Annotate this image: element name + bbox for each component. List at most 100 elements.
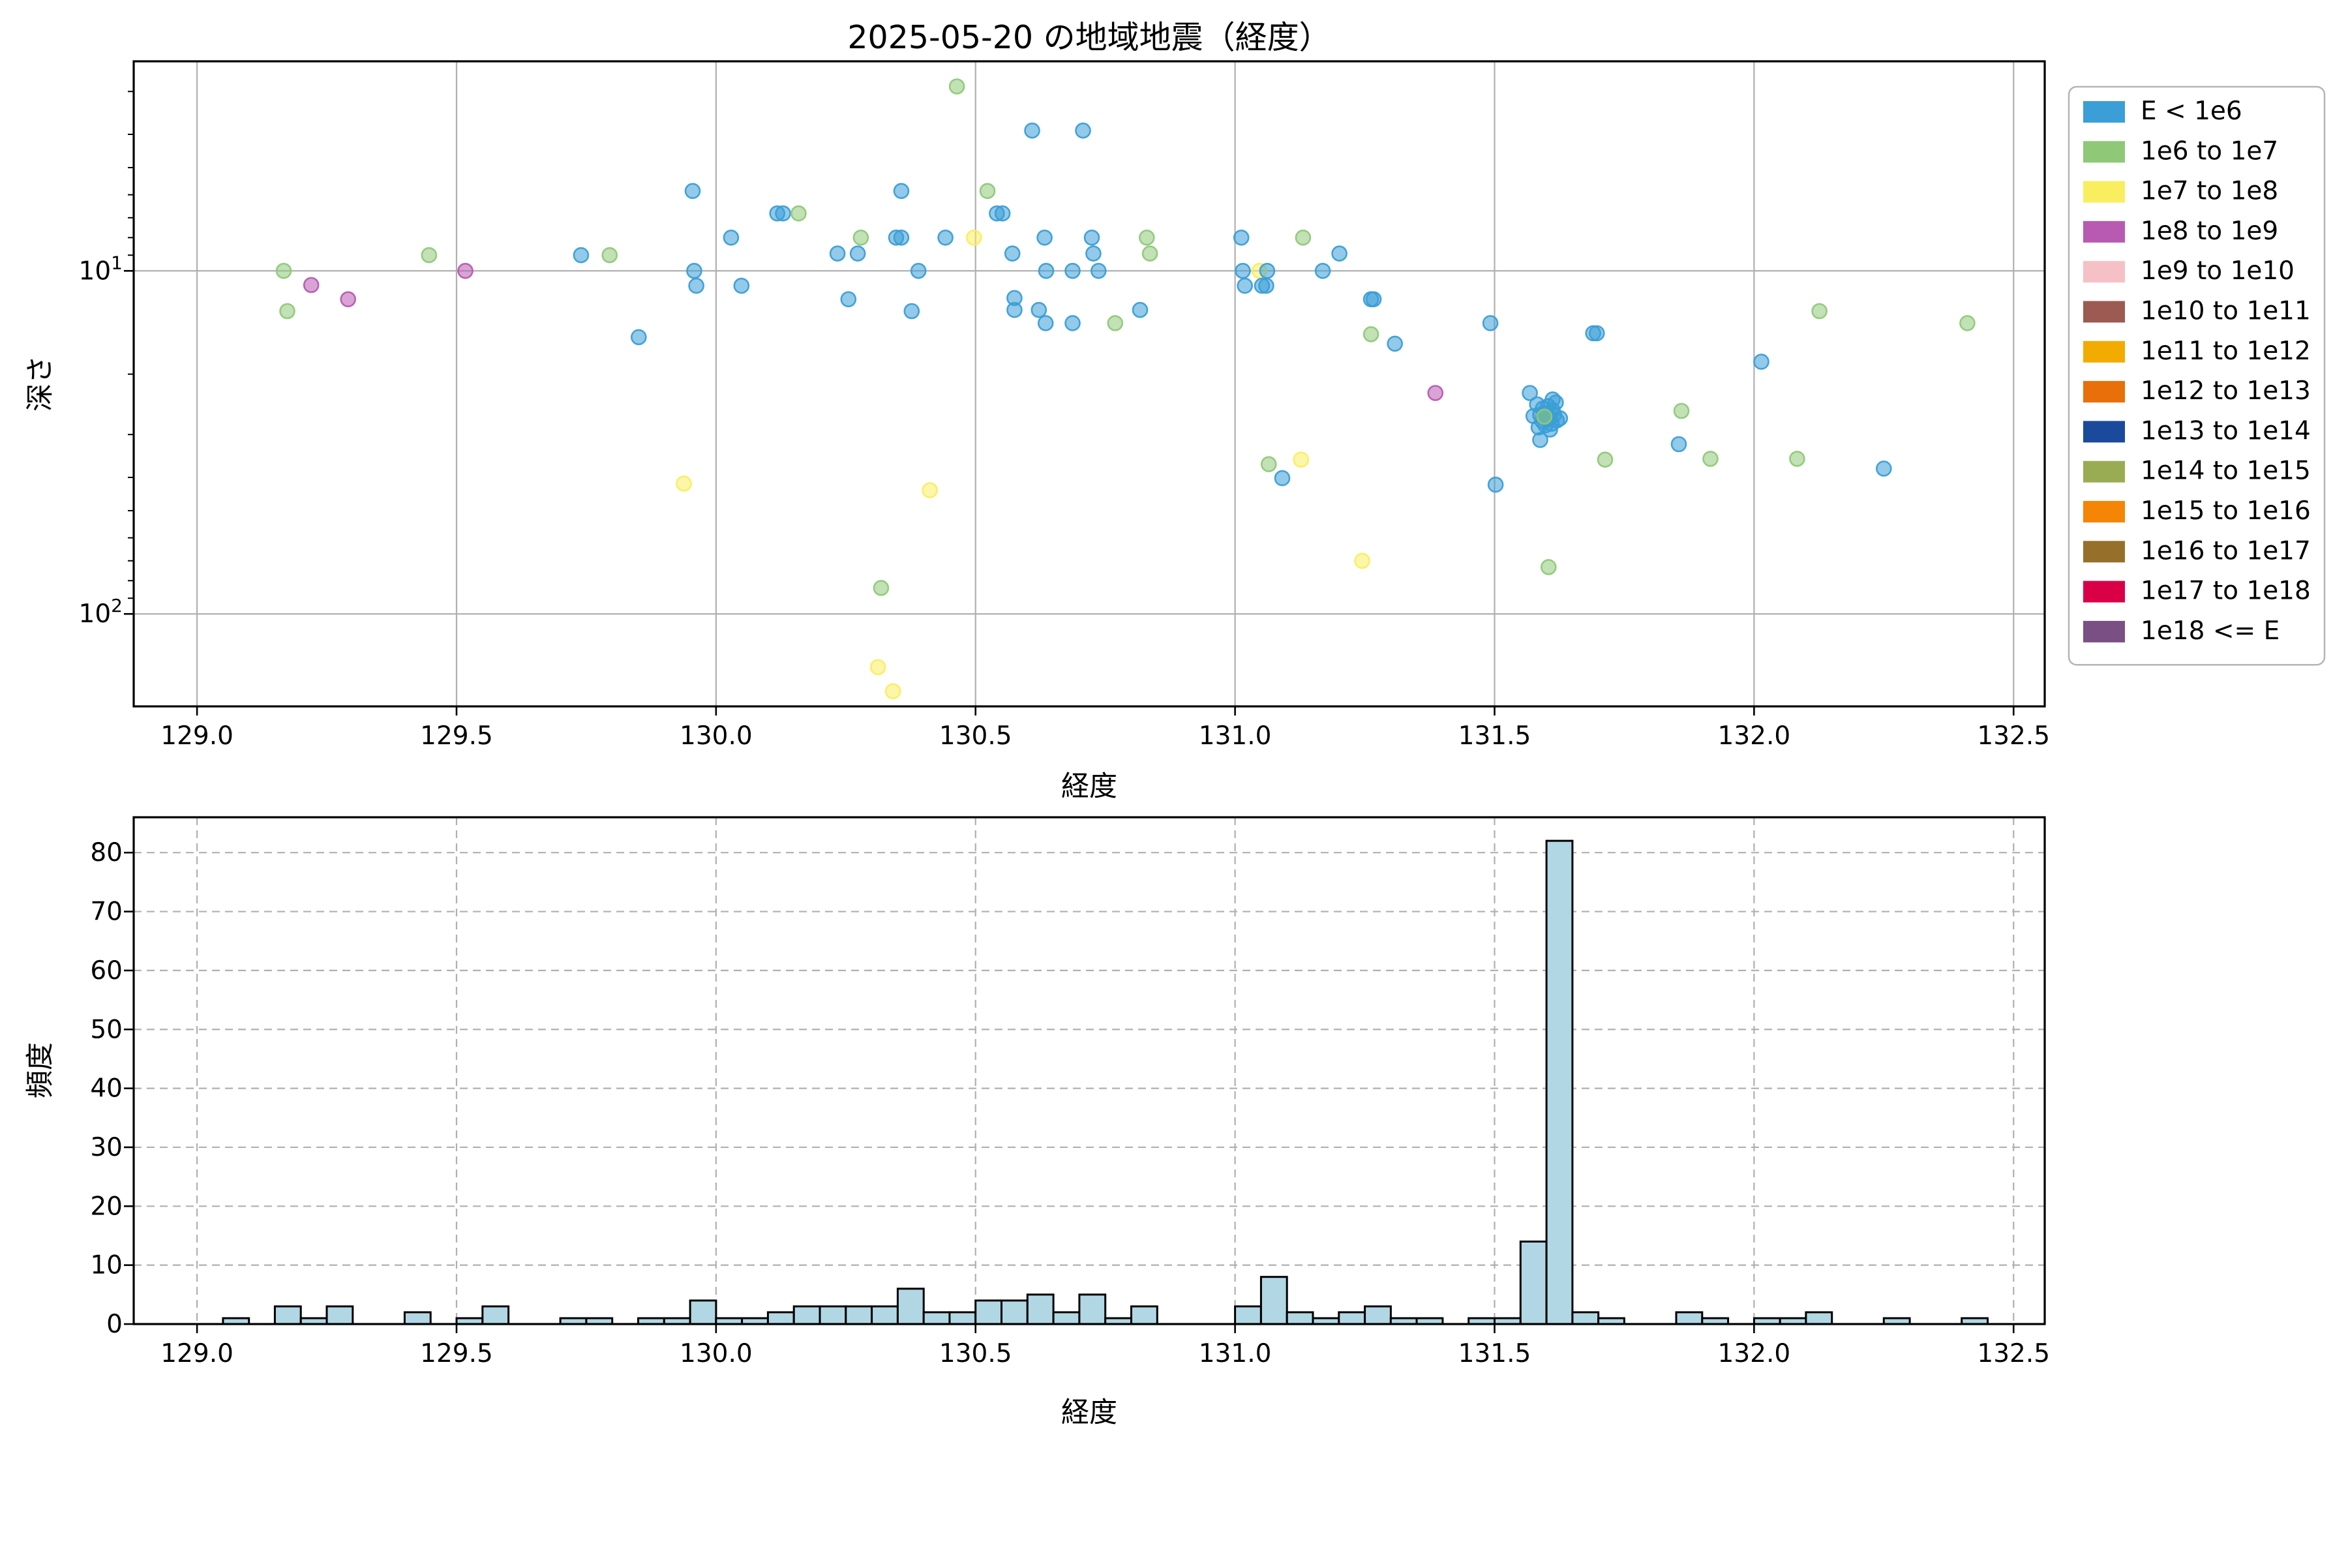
scatter-point — [1789, 451, 1805, 467]
y-tick-label: 20 — [90, 1192, 123, 1221]
scatter-point — [1811, 303, 1828, 320]
scatter-point — [1331, 245, 1347, 262]
scatter-plot-border — [132, 60, 2046, 708]
legend-item-label: 1e13 to 1e14 — [2141, 416, 2311, 445]
scatter-point — [1037, 315, 1054, 331]
scatter-point — [1532, 432, 1548, 448]
x-tick-label: 132.5 — [1977, 721, 2050, 751]
scatter-point — [421, 247, 438, 264]
scatter-point — [869, 659, 886, 676]
histogram-bar — [1364, 1305, 1392, 1325]
histogram-bar — [403, 1311, 432, 1325]
scatter-point — [676, 475, 692, 492]
legend-item-label: 1e18 <= E — [2141, 616, 2280, 646]
scatter-point — [1107, 315, 1124, 331]
legend-swatch — [2083, 620, 2125, 642]
histogram-bar — [896, 1288, 925, 1325]
energy-legend: E < 1e6 1e6 to 1e7 1e7 to 1e8 1e8 to 1e9 1e9… — [2068, 85, 2326, 666]
scatter-point — [994, 205, 1011, 222]
histogram-bar — [871, 1305, 899, 1325]
histogram-bar — [1338, 1311, 1366, 1325]
scatter-point — [1753, 354, 1769, 370]
scatter-point — [275, 262, 292, 279]
scatter-point — [1235, 262, 1251, 279]
scatter-point — [1237, 277, 1253, 294]
x-tick-label: 130.5 — [939, 1339, 1012, 1368]
legend-item-label: E < 1e6 — [2141, 97, 2242, 126]
scatter-point — [775, 205, 791, 222]
legend-swatch — [2083, 181, 2125, 203]
scatter-point — [1293, 451, 1309, 468]
scatter-point — [1075, 122, 1091, 139]
scatter-point — [723, 229, 740, 246]
scatter-point — [852, 229, 869, 246]
scatter-point — [1959, 315, 1976, 331]
legend-swatch — [2083, 301, 2125, 323]
page-title: 2025-05-20 の地域地震（経度） — [847, 19, 1331, 56]
scatter-point — [1091, 262, 1107, 279]
histogram-axes: 129.0 129.5 130.0 130.5 131.0 131.5 132.0 132.5… — [90, 816, 2050, 1368]
histogram-plot-border — [132, 816, 2046, 1325]
scatter-yaxis-label: 深さ — [24, 355, 57, 412]
scatter-point — [1362, 326, 1379, 342]
scatter-point — [1006, 301, 1023, 318]
x-tick-label: 132.5 — [1977, 1339, 2050, 1368]
scatter-point — [688, 277, 704, 294]
scatter-point — [873, 580, 890, 596]
legend-swatch — [2083, 141, 2125, 163]
scatter-point — [686, 262, 702, 279]
histogram-bar — [922, 1311, 951, 1325]
scatter-point — [1673, 402, 1690, 419]
scatter-point — [1132, 301, 1149, 318]
legend-swatch — [2083, 381, 2125, 403]
x-tick-label: 129.0 — [160, 721, 233, 751]
scatter-point — [684, 183, 701, 200]
legend-item-label: 1e12 to 1e13 — [2141, 376, 2311, 406]
y-tick-label: 80 — [90, 838, 123, 867]
scatter-gridlines — [134, 61, 2045, 706]
scatter-point — [1139, 229, 1155, 246]
legend-item-label: 1e8 to 1e9 — [2141, 217, 2278, 246]
y-tick-label: 0 — [106, 1310, 123, 1339]
scatter-point — [1031, 301, 1047, 318]
scatter-point — [1365, 291, 1382, 308]
scatter-point — [457, 262, 474, 279]
histogram-bar — [1001, 1299, 1029, 1325]
legend-swatch — [2083, 220, 2125, 243]
legend-swatch — [2083, 541, 2125, 563]
y-tick-label: 60 — [90, 956, 123, 986]
histogram-gridlines — [134, 817, 2045, 1324]
histogram-bar — [1130, 1305, 1158, 1325]
scatter-point — [303, 277, 320, 294]
scatter-points — [275, 78, 1976, 700]
y-tick-label: 40 — [90, 1074, 123, 1104]
histogram-bar — [1545, 839, 1574, 1325]
x-tick-label: 131.5 — [1458, 1339, 1531, 1368]
histogram-bar — [689, 1299, 717, 1325]
histogram-bar — [819, 1305, 847, 1325]
legend-item-label: 1e6 to 1e7 — [2141, 136, 2278, 166]
x-tick-label: 132.0 — [1718, 1339, 1791, 1368]
scatter-point — [1038, 262, 1055, 279]
scatter-point — [1487, 476, 1504, 493]
scatter-point — [1036, 229, 1053, 246]
scatter-point — [1597, 451, 1614, 468]
histogram-bar — [1675, 1311, 1704, 1325]
x-tick-label: 130.0 — [680, 1339, 753, 1368]
legend-swatch — [2083, 501, 2125, 522]
scatter-point — [1427, 385, 1444, 401]
legend-item-label: 1e14 to 1e15 — [2141, 457, 2311, 486]
scatter-point — [1670, 436, 1687, 453]
scatter-axes: 129.0 129.5 130.0 130.5 131.0 131.5 132.0 132.5… — [79, 60, 2050, 751]
scatter-point — [573, 247, 590, 264]
scatter-point — [849, 245, 866, 262]
histogram-bar — [1052, 1311, 1081, 1325]
scatter-point — [922, 482, 938, 498]
scatter-point — [884, 683, 901, 700]
histogram-bar — [1026, 1293, 1055, 1325]
x-tick-label: 130.0 — [680, 721, 753, 751]
legend-item-label: 1e15 to 1e16 — [2141, 496, 2311, 526]
scatter-point — [910, 262, 927, 279]
scatter-point — [903, 303, 920, 320]
